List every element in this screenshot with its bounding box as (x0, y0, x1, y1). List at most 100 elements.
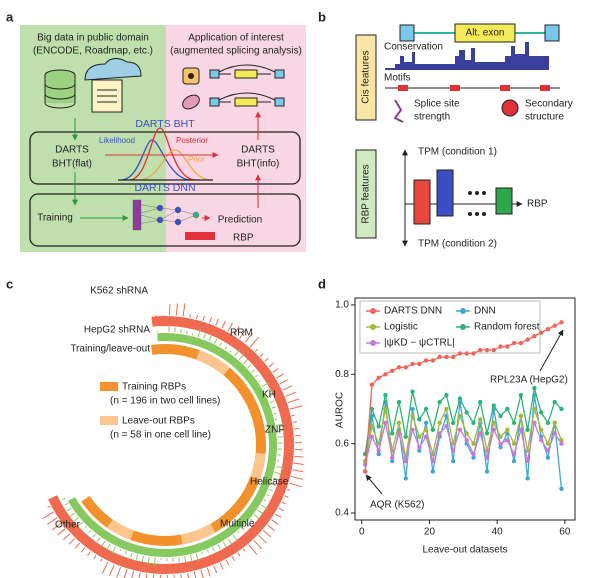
point (396, 420, 402, 426)
point (383, 406, 388, 412)
ring-tick (276, 423, 285, 426)
ring-tick (241, 527, 245, 531)
ring-tick (87, 551, 91, 556)
ring-tick (267, 524, 275, 531)
point (478, 417, 483, 422)
ring-tick (233, 326, 240, 336)
ring-tick (195, 314, 198, 319)
exon (454, 23, 516, 43)
ring-tick (64, 502, 69, 506)
point (532, 406, 537, 412)
point (410, 406, 415, 412)
ring-tick (180, 573, 182, 578)
feature-box (355, 34, 377, 121)
ring-tick (187, 572, 189, 578)
ring-tick (273, 412, 277, 415)
ring-tick (279, 379, 288, 385)
point (369, 382, 375, 387)
point (450, 448, 456, 453)
legend-marker (460, 308, 466, 314)
text: RRM (230, 328, 253, 339)
dnn-box (29, 193, 301, 247)
point (417, 434, 422, 439)
text: Helicase (250, 477, 289, 488)
x-tick-label: 0 (359, 527, 365, 538)
text: Other (55, 520, 81, 531)
y-tick-label: 0.6 (335, 438, 349, 449)
ring-tick (292, 421, 298, 423)
ring-tick (213, 565, 218, 574)
point (484, 455, 490, 460)
ring-tick (254, 374, 258, 378)
ring-tick (294, 455, 304, 458)
ring-tick (278, 507, 285, 512)
point (511, 451, 517, 457)
ring-segment (107, 519, 135, 540)
point (559, 406, 564, 412)
point (423, 427, 429, 433)
ring-tick (224, 346, 227, 350)
ring-tick (101, 561, 109, 574)
legend-marker (370, 308, 376, 314)
point (498, 413, 503, 419)
point (545, 448, 551, 453)
y-tick-label: 0.8 (335, 369, 349, 380)
cell-icons (182, 64, 285, 110)
exon (544, 24, 560, 42)
legend-swatch (100, 382, 118, 391)
ring-tick (242, 548, 246, 552)
ring-tick (254, 348, 258, 352)
ring-tick (135, 554, 139, 560)
text: Motifs (384, 73, 411, 84)
point (511, 441, 517, 446)
point (437, 399, 442, 405)
point (552, 420, 557, 426)
ring-tick (292, 469, 304, 473)
point (423, 420, 429, 426)
point (437, 420, 442, 426)
point (545, 441, 551, 446)
ring-tick (222, 541, 227, 548)
text: Application of interest (188, 33, 284, 44)
text: (ENCODE, Roadmap, etc.) (33, 46, 153, 57)
ring-tick (80, 547, 86, 553)
distribution-curves (118, 127, 213, 181)
text: Training/leave-out (70, 344, 150, 355)
point (457, 427, 463, 433)
ring-tick (257, 509, 264, 515)
ring-tick (141, 555, 144, 562)
legend-marker (370, 324, 376, 330)
point (403, 476, 408, 481)
ring-tick (229, 350, 232, 353)
ring-tick (175, 303, 178, 316)
ring-tick (106, 543, 111, 551)
ring-tick (277, 429, 285, 432)
text: RBP (233, 233, 254, 244)
ring-tick (258, 534, 267, 544)
point (417, 361, 422, 367)
ring-tick (282, 385, 293, 391)
ring-tick (245, 523, 250, 527)
point (417, 448, 422, 453)
ring-tick (208, 335, 212, 342)
ring-tick (203, 332, 207, 339)
y-axis-label: AUROC (335, 392, 346, 428)
series-line (364, 420, 563, 465)
point (525, 458, 530, 464)
point (376, 375, 381, 380)
point (538, 410, 544, 415)
point (450, 354, 456, 360)
ring-tick (234, 349, 240, 357)
panel-letter: c (6, 276, 13, 291)
ring-tick (178, 557, 180, 563)
ring-tick (291, 475, 303, 480)
point (484, 469, 490, 474)
point (484, 431, 490, 436)
point (511, 340, 517, 346)
point (532, 420, 537, 426)
text: (augmented splicing analysis) (170, 46, 302, 57)
icon-bar (436, 169, 454, 217)
ring-tick (153, 557, 156, 566)
panel-letter: d (318, 276, 326, 291)
